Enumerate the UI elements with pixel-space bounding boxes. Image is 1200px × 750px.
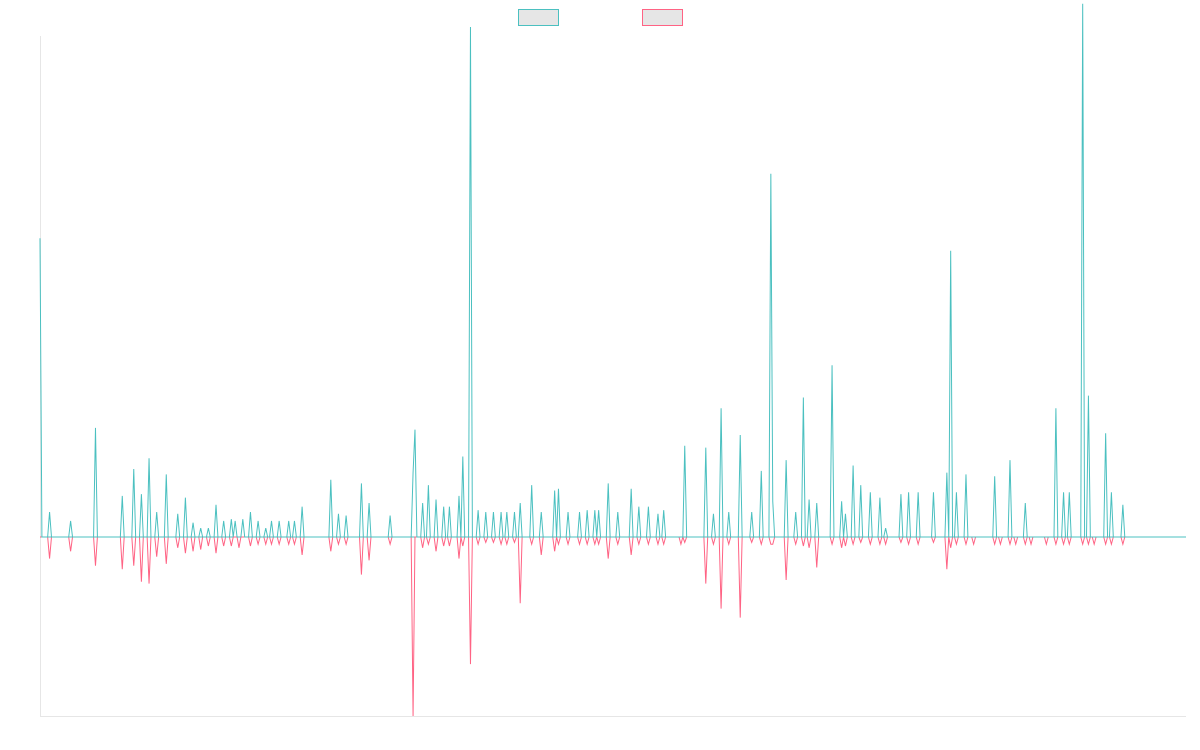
series-line-positive[interactable] bbox=[39, 3, 1186, 538]
legend-swatch-1[interactable] bbox=[518, 9, 559, 26]
legend-swatch-2[interactable] bbox=[642, 9, 683, 26]
series-line-negative[interactable] bbox=[40, 535, 1186, 717]
legend[interactable] bbox=[518, 9, 683, 26]
series-layer bbox=[39, 3, 1186, 717]
